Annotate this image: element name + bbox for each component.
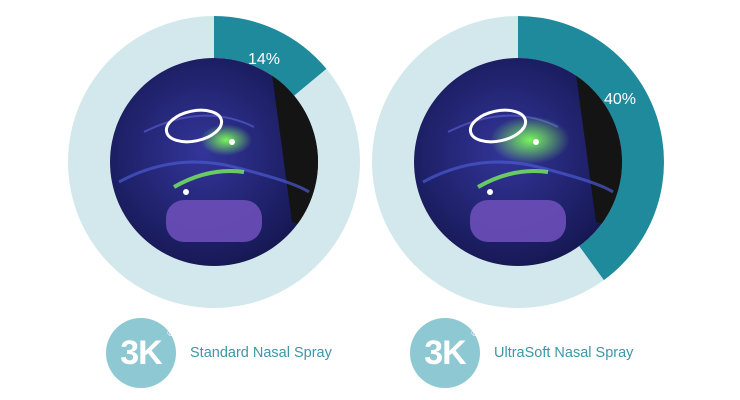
data-label-standard: 14% (248, 51, 280, 68)
pie-slice-highlight (214, 16, 327, 96)
chart-panel-ultrasoft: 40% 3K ® UltraSoft Nasal Spray (370, 0, 740, 400)
product-label-ultrasoft: UltraSoft Nasal Spray (494, 345, 634, 361)
registered-mark: ® (167, 328, 174, 338)
brand-standard: 3K ® Standard Nasal Spray (106, 318, 332, 388)
chart-panel-standard: 14% 3K ® Standard Nasal Spray (67, 16, 360, 388)
donut-chart-standard: 14% (67, 16, 360, 308)
product-label-standard: Standard Nasal Spray (190, 345, 332, 361)
3k-logo: 3K ® (106, 318, 176, 388)
scan-image-standard (110, 58, 318, 266)
pie-slice-remainder (372, 16, 604, 308)
brand-ultrasoft: 3K ® UltraSoft Nasal Spray (410, 318, 633, 388)
registered-mark: ® (471, 328, 478, 338)
donut-chart-ultrasoft: 40% (372, 16, 664, 308)
logo-text: 3K (120, 333, 162, 372)
pie-slice-highlight (518, 16, 664, 281)
data-label-ultrasoft: 40% (604, 91, 636, 108)
target-ellipse-marker (468, 108, 528, 144)
scan-graphic (110, 58, 318, 266)
3k-logo: 3K ® (410, 318, 480, 388)
logo-text: 3K (424, 333, 466, 372)
target-ellipse-marker (164, 108, 224, 144)
